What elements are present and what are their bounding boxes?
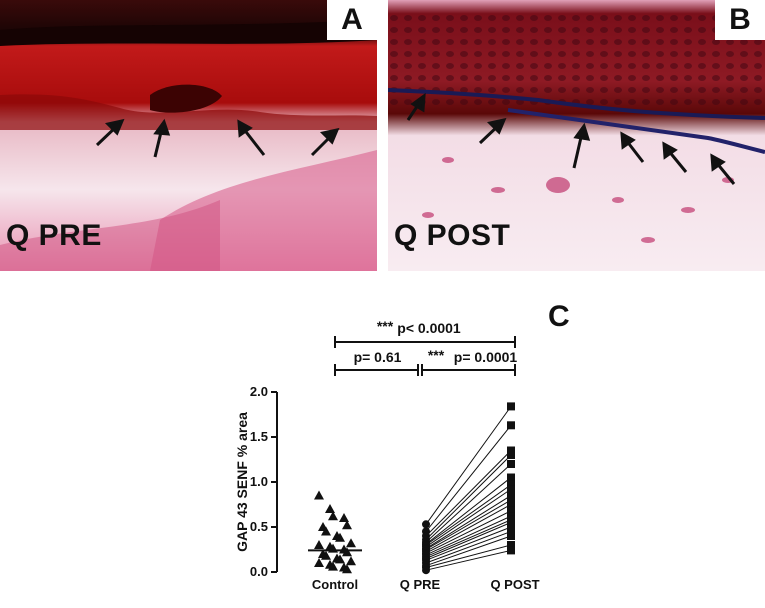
histology-panel-b: B Q POST (388, 0, 765, 271)
control-point (328, 511, 338, 521)
gap43-scatter-chart: 0.0 0.5 1.0 1.5 2.0 Control Q PRE Q POST p= 0.6… (234, 318, 540, 592)
y-tick-label: 1.5 (250, 429, 268, 444)
q-post-point (507, 518, 515, 527)
control-point (346, 538, 356, 548)
q-post-point (507, 541, 515, 549)
q-post-point (507, 485, 515, 494)
paired-line (425, 549, 512, 571)
control-point (328, 561, 338, 571)
q-post-point (507, 532, 515, 540)
panel-b-letter: B (715, 0, 765, 40)
control-point (321, 526, 331, 536)
y-tick-label: 0.5 (250, 519, 268, 534)
control-point (335, 532, 345, 542)
y-tick-label: 0.0 (250, 564, 268, 579)
q-pre-point (422, 566, 430, 575)
q-post-point (507, 451, 515, 459)
control-point (335, 554, 345, 564)
paired-line (425, 531, 512, 564)
panel-b-label: Q POST (394, 219, 511, 252)
chart-axes: 0.0 0.5 1.0 1.5 2.0 Control Q PRE Q POST (250, 384, 540, 592)
y-tick-label: 2.0 (250, 384, 268, 399)
pvalue-pre-post: p= 0.0001 (454, 349, 518, 365)
q-post-point (507, 527, 515, 536)
x-tick-label: Q PRE (400, 577, 441, 592)
q-pre-point (422, 520, 430, 529)
paired-line (425, 406, 512, 525)
data-points (308, 402, 515, 575)
paired-line (425, 477, 512, 545)
paired-line (425, 454, 512, 540)
control-point (325, 504, 335, 513)
paired-line (425, 450, 512, 537)
paired-line (425, 484, 512, 546)
control-point (321, 550, 331, 560)
control-point (314, 558, 324, 567)
q-post-point (507, 546, 515, 555)
paired-line (425, 495, 512, 550)
paired-line (425, 526, 512, 561)
paired-line (425, 488, 512, 548)
histology-panel-a: A Q PRE (0, 0, 377, 271)
x-tick-label: Control (312, 577, 358, 592)
paired-line (425, 424, 512, 532)
q-post-point (507, 506, 515, 515)
q-post-point (507, 500, 515, 509)
control-point (342, 547, 352, 557)
panel-a-letter: A (327, 0, 377, 40)
stars-control-post: *** (377, 318, 394, 334)
control-point (339, 513, 349, 522)
panel-a-label: Q PRE (6, 219, 102, 252)
q-post-point (507, 473, 515, 482)
q-post-point (507, 480, 515, 489)
control-point (314, 490, 324, 500)
paired-line (425, 499, 512, 550)
paired-line (425, 535, 512, 567)
q-post-point (507, 496, 515, 504)
paired-line (425, 519, 512, 558)
significance-brackets: p= 0.61 *** p= 0.0001*** p< 0.0001 (334, 318, 518, 376)
q-post-point (507, 460, 515, 468)
paired-lines (425, 406, 512, 571)
histology-image-b (388, 0, 765, 271)
control-point (346, 556, 356, 566)
control-point (342, 520, 352, 530)
histology-image-a (0, 0, 377, 271)
pvalue-control-post: p< 0.0001 (397, 320, 461, 336)
control-point (314, 540, 324, 549)
paired-line (425, 515, 512, 556)
q-post-point (507, 402, 515, 411)
q-post-point (507, 446, 515, 455)
paired-line (425, 544, 512, 568)
stars-pre-post: *** (428, 347, 445, 363)
q-post-point (507, 523, 515, 531)
control-point (342, 564, 352, 574)
q-post-point (507, 491, 515, 500)
y-tick-label: 1.0 (250, 474, 268, 489)
paired-line (425, 510, 512, 554)
q-post-point (507, 421, 515, 430)
pvalue-control-pre: p= 0.61 (354, 349, 402, 365)
paired-line (425, 463, 512, 543)
panel-c-letter: C (548, 300, 570, 333)
y-axis-label: GAP 43 SENF % area (234, 412, 250, 552)
x-tick-label: Q POST (490, 577, 539, 592)
paired-line (425, 504, 512, 552)
paired-line (425, 522, 512, 559)
